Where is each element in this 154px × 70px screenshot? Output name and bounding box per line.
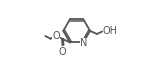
Text: O: O: [52, 31, 60, 41]
Text: O: O: [59, 47, 66, 57]
Text: OH: OH: [102, 26, 117, 36]
Text: N: N: [80, 38, 88, 48]
